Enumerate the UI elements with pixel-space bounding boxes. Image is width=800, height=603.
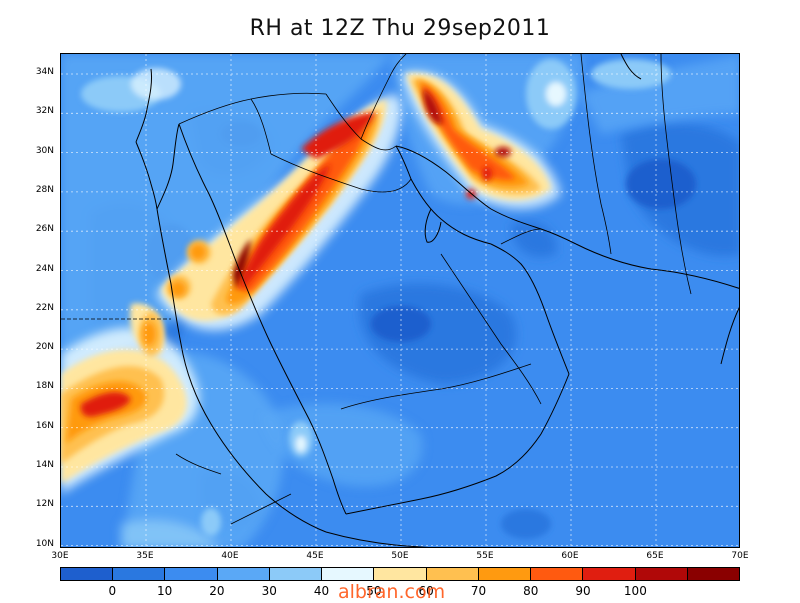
latitude-label: 10N <box>35 538 54 549</box>
longitude-label: 70E <box>731 551 749 561</box>
rh-light-spots <box>81 59 671 536</box>
longitude-label: 65E <box>646 551 664 561</box>
latitude-label: 14N <box>35 460 54 470</box>
coastlines <box>135 54 739 547</box>
colorbar-label: 40 <box>313 584 330 598</box>
latitude-label: 16N <box>35 420 54 431</box>
latitude-label: 26N <box>35 224 54 235</box>
colorbar-label: 10 <box>156 584 173 598</box>
colorbar-label: 90 <box>575 584 591 598</box>
colorbar-label: 60 <box>418 584 434 598</box>
colorbar <box>60 567 740 581</box>
colorbar-label: 70 <box>470 584 487 598</box>
colorbar-label: 0 <box>108 584 117 598</box>
colorbar-swatch <box>635 568 688 580</box>
colorbar-label: 30 <box>261 584 277 598</box>
rh-map <box>61 54 739 547</box>
latitude-label: 24N <box>35 263 54 274</box>
colorbar-swatch <box>269 568 323 580</box>
colorbar-label: 80 <box>523 584 539 598</box>
longitude-label: 35E <box>136 551 154 561</box>
latitude-label: 18N <box>35 381 54 392</box>
longitude-label: 45E <box>306 551 324 561</box>
watermark-text: albran.com <box>338 581 446 603</box>
colorbar-swatch <box>478 568 532 580</box>
colorbar-swatch <box>113 568 166 580</box>
rh-saturated <box>233 89 511 289</box>
colorbar-label: 100 <box>623 584 647 598</box>
latitude-label: 34N <box>35 67 54 77</box>
colorbar-label: 50 <box>366 584 382 598</box>
longitude-label: 50E <box>391 551 409 561</box>
latitude-label: 28N <box>35 184 54 195</box>
longitude-label: 30E <box>51 551 69 561</box>
colorbar-swatch <box>687 568 740 580</box>
map-frame <box>60 53 740 548</box>
colorbar-swatch <box>583 568 636 580</box>
latitude-label: 12N <box>35 499 54 510</box>
longitude-label: 55E <box>476 551 494 561</box>
colorbar-swatch <box>531 568 584 580</box>
colorbar-swatch <box>217 568 270 580</box>
map-title: RH at 12Z Thu 29sep2011 <box>249 16 551 41</box>
borders <box>61 54 692 525</box>
latitude-label: 22N <box>35 302 54 313</box>
colorbar-label: 20 <box>209 584 225 598</box>
colorbar-swatch <box>374 568 427 580</box>
colorbar-swatch <box>61 568 114 580</box>
latitude-label: 30N <box>35 145 54 156</box>
longitude-label: 40E <box>221 551 239 561</box>
latitude-label: 32N <box>35 106 54 117</box>
colorbar-swatch <box>165 568 218 580</box>
colorbar-swatch <box>426 568 479 580</box>
longitude-label: 60E <box>561 551 579 561</box>
colorbar-swatch <box>322 568 375 580</box>
latitude-label: 20N <box>35 342 54 353</box>
